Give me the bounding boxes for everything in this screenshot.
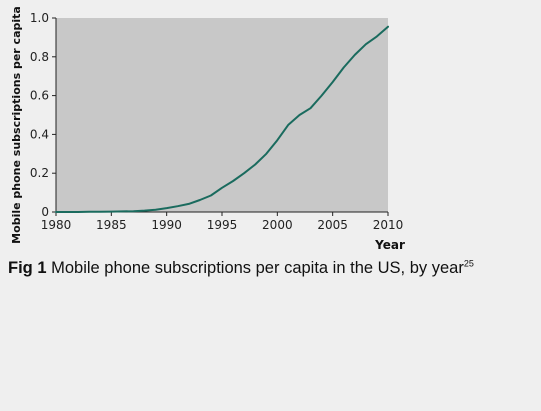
y-tick-label: 0.4: [30, 127, 49, 141]
x-tick-label: 2000: [262, 218, 293, 232]
y-tick-label: 0.8: [30, 50, 49, 64]
x-axis-label: Year: [374, 238, 405, 252]
x-tick-label: 1980: [41, 218, 72, 232]
x-tick-label: 1985: [96, 218, 127, 232]
caption-reference: 25: [463, 258, 474, 269]
caption-text: Mobile phone subscriptions per capita in…: [46, 259, 464, 277]
y-tick-label: 1.0: [30, 11, 49, 25]
x-tick-label: 2005: [317, 218, 348, 232]
chart: 0 0.2 0.4 0.6 0.8 1.0 1980 1985 1990 1995 2000 2005…: [10, 6, 405, 252]
figure-caption: Fig 1 Mobile phone subscriptions per cap…: [8, 259, 474, 278]
y-axis-label: Mobile phone subscriptions per capita: [10, 6, 23, 244]
y-tick-label: 0: [41, 205, 49, 219]
y-tick-label: 0.6: [30, 89, 49, 103]
y-tick-label: 0.2: [30, 166, 49, 180]
series-line: [55, 25, 389, 213]
x-tick-label: 1995: [207, 218, 238, 232]
figure-label: Fig 1: [8, 259, 47, 277]
x-tick-label: 2010: [373, 218, 404, 232]
plot-area: [56, 18, 388, 212]
x-tick-label: 1990: [151, 218, 182, 232]
line-chart: 0 0.2 0.4 0.6 0.8 1.0 1980 1985 1990 1995 2000 2005…: [10, 6, 405, 252]
